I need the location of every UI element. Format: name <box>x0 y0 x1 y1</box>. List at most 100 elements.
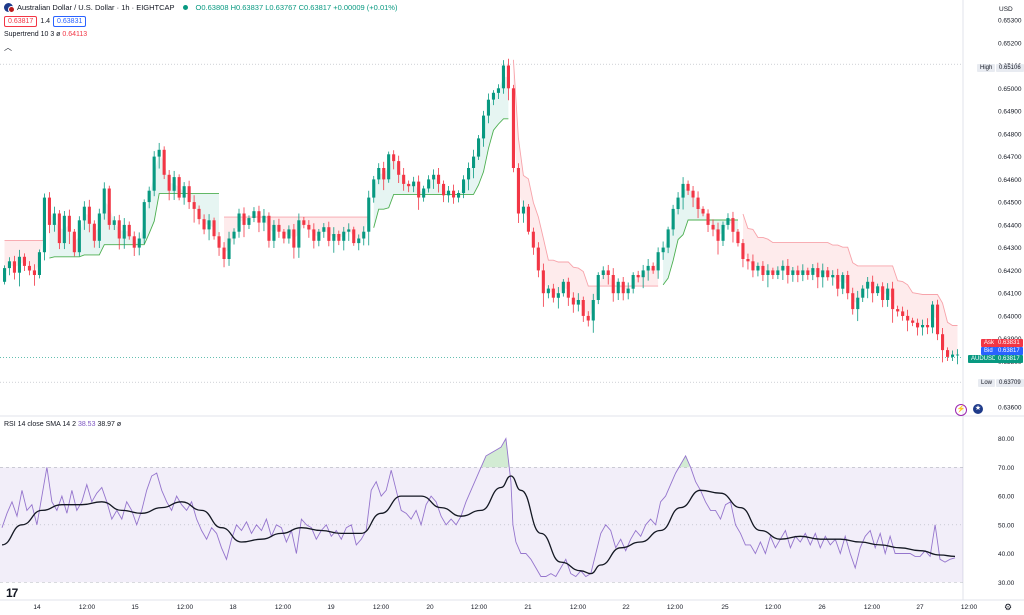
candle-body <box>841 275 845 289</box>
candle-body <box>417 181 421 198</box>
supertrend-legend[interactable]: Supertrend 10 3 ø 0.64113 <box>4 31 87 38</box>
eye-icon[interactable]: ø <box>116 421 122 428</box>
candle-body <box>661 247 665 253</box>
symbol-title[interactable]: Australian Dollar / U.S. Dollar · 1h · E… <box>17 3 175 12</box>
high-value-tag: 0.65106 <box>996 64 1024 72</box>
candle-body <box>182 186 186 198</box>
candle-body <box>52 213 56 225</box>
candle-body <box>916 322 920 328</box>
candle-body <box>646 265 650 271</box>
candle-body <box>82 206 86 221</box>
bid-label: Bid <box>984 348 993 354</box>
supertrend-name: Supertrend <box>4 31 39 38</box>
ohlc-open: O0.63808 <box>195 3 229 12</box>
candle-body <box>207 220 211 230</box>
time-tick-label: 27 <box>916 604 924 611</box>
currency-label: USD <box>999 6 1013 13</box>
us-flag-event-icon[interactable]: ★ <box>973 404 983 414</box>
candle-body <box>896 309 900 312</box>
price-tick-label: 0.64300 <box>998 245 1022 252</box>
candle-body <box>536 247 540 271</box>
candle-body <box>427 179 431 189</box>
candle-body <box>27 265 31 271</box>
sell-button[interactable]: 0.63817 <box>4 16 38 27</box>
price-tick-label: 0.63600 <box>998 405 1022 412</box>
price-tick-label: 0.64500 <box>998 200 1022 207</box>
candle-body <box>232 231 236 239</box>
candle-body <box>636 275 640 278</box>
candle-body <box>771 270 775 275</box>
candle-body <box>282 231 286 239</box>
candle-body <box>936 304 940 335</box>
candle-body <box>167 174 171 191</box>
candle-body <box>766 270 770 275</box>
candle-body <box>437 174 441 184</box>
candle-body <box>796 270 800 275</box>
candle-body <box>791 270 795 275</box>
price-tick-label: 0.64900 <box>998 109 1022 116</box>
gear-icon[interactable]: ⚙ <box>1004 602 1013 612</box>
time-tick-label: 12:00 <box>667 604 684 611</box>
candle-body <box>956 354 960 356</box>
candle-body <box>816 268 820 278</box>
time-tick-label: 12:00 <box>177 604 194 611</box>
candle-body <box>97 213 101 241</box>
candle-body <box>616 281 620 294</box>
rsi-tick-label: 70.00 <box>998 465 1015 472</box>
candle-body <box>606 270 610 275</box>
candle-body <box>611 275 615 294</box>
candle-body <box>382 168 386 180</box>
candle-body <box>452 190 456 198</box>
low-value-tag: 0.63709 <box>996 379 1024 387</box>
candle-body <box>531 231 535 248</box>
candle-body <box>571 297 575 305</box>
candle-body <box>721 224 725 241</box>
candle-body <box>372 179 376 198</box>
eye-icon[interactable]: ø <box>56 31 61 38</box>
buy-button[interactable]: 0.63831 <box>53 16 87 27</box>
spread-value: 1.4 <box>40 18 51 25</box>
candle-body <box>157 149 161 157</box>
time-tick-label: 26 <box>818 604 826 611</box>
candle-body <box>826 270 830 278</box>
candle-body <box>112 220 116 225</box>
candle-body <box>277 224 281 232</box>
rsi-tick-label: 40.00 <box>998 551 1015 558</box>
candle-body <box>457 193 461 198</box>
rsi-params: 14 close SMA 14 2 <box>17 421 76 428</box>
lightning-event-icon[interactable]: ⚡ <box>955 404 967 416</box>
candle-body <box>192 202 196 209</box>
candle-body <box>486 99 490 116</box>
candle-body <box>337 234 341 241</box>
candle-body <box>881 286 885 300</box>
candle-body <box>666 229 670 248</box>
candle-body <box>392 154 396 162</box>
candle-body <box>566 281 570 298</box>
tradingview-logo[interactable]: 17 <box>6 586 18 600</box>
candle-body <box>951 354 955 357</box>
supertrend-fill <box>373 76 509 228</box>
time-tick-label: 12:00 <box>373 604 390 611</box>
collapse-legend-button[interactable]: ︿ <box>4 43 12 52</box>
candle-body <box>267 215 271 241</box>
candle-body <box>407 183 411 187</box>
low-value: 0.63709 <box>999 380 1021 386</box>
candle-body <box>921 325 925 328</box>
candle-body <box>581 300 585 316</box>
candle-body <box>202 219 206 230</box>
candle-body <box>197 208 201 220</box>
price-tick-label: 0.64000 <box>998 313 1022 320</box>
price-tick-label: 0.64100 <box>998 291 1022 298</box>
ask-tag: Ask <box>981 339 998 347</box>
candle-body <box>262 215 266 223</box>
candle-body <box>716 229 720 241</box>
candle-body <box>491 92 495 100</box>
high-label: High <box>980 65 993 71</box>
supertrend-line <box>512 59 659 287</box>
bid-tag: Bid <box>981 347 996 355</box>
candle-body <box>801 270 805 275</box>
supertrend-fill <box>49 153 220 259</box>
candle-body <box>501 65 505 89</box>
rsi-legend[interactable]: RSI 14 close SMA 14 2 38.53 38.97 ø <box>4 421 121 428</box>
